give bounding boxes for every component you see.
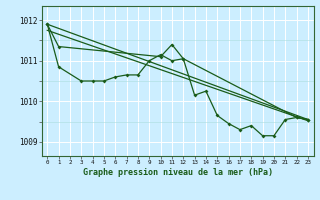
X-axis label: Graphe pression niveau de la mer (hPa): Graphe pression niveau de la mer (hPa) <box>83 168 273 177</box>
